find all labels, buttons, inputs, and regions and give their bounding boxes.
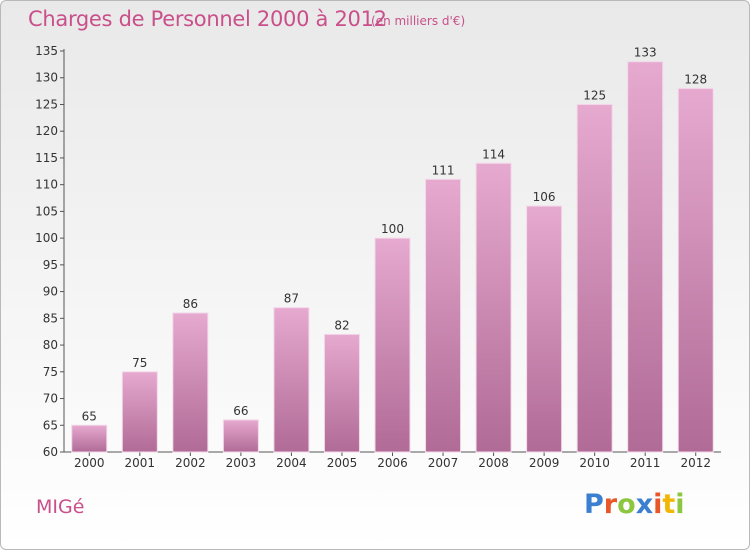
bar-2008[interactable] xyxy=(475,162,512,453)
data-label: 66 xyxy=(233,404,248,418)
y-tick-label: 60 xyxy=(43,445,58,459)
x-tick-label: 2012 xyxy=(680,456,711,470)
x-tick-label: 2001 xyxy=(125,456,156,470)
commune-name: MIGé xyxy=(36,496,85,518)
logo-letter: x xyxy=(635,489,654,520)
x-tick-label: 2011 xyxy=(630,456,661,470)
y-tick-label: 120 xyxy=(35,124,58,138)
bar-2004[interactable] xyxy=(273,307,310,453)
data-label: 86 xyxy=(183,297,198,311)
logo-letter: P xyxy=(584,489,604,520)
y-tick-label: 130 xyxy=(35,71,58,85)
logo-letter: o xyxy=(617,489,636,520)
data-label: 87 xyxy=(284,292,299,306)
chart-subtitle: (en milliers d'€) xyxy=(371,14,466,28)
logo-letter: t xyxy=(662,489,676,520)
bars: 65 75 86 66 87 82 100 111 114 106 125 133 128 xyxy=(71,46,714,453)
x-tick-label: 2003 xyxy=(226,456,257,470)
data-label: 100 xyxy=(381,222,404,236)
y-tick-label: 95 xyxy=(43,258,58,272)
data-label: 111 xyxy=(432,163,455,177)
data-label: 133 xyxy=(634,46,657,60)
x-tick-label: 2008 xyxy=(478,456,509,470)
bar-2006[interactable] xyxy=(374,237,411,453)
x-axis: 2000 2001 2002 2003 2004 2005 2006 2007 2008 2009… xyxy=(64,451,721,470)
y-tick-label: 85 xyxy=(43,311,58,325)
x-tick-label: 2004 xyxy=(276,456,307,470)
y-tick-label: 105 xyxy=(35,204,58,218)
x-tick-label: 2009 xyxy=(529,456,560,470)
bar-2003[interactable] xyxy=(222,419,259,453)
bar-2007[interactable] xyxy=(425,178,462,453)
x-tick-label: 2007 xyxy=(428,456,459,470)
y-tick-label: 65 xyxy=(43,418,58,432)
x-tick-label: 2006 xyxy=(377,456,408,470)
y-tick-label: 75 xyxy=(43,365,58,379)
x-tick-label: 2002 xyxy=(175,456,206,470)
logo-letter: i xyxy=(675,489,685,520)
bar-2002[interactable] xyxy=(172,312,209,453)
y-tick-label: 135 xyxy=(35,44,58,58)
bar-2000[interactable] xyxy=(71,424,108,453)
y-tick-label: 100 xyxy=(35,231,58,245)
y-tick-label: 115 xyxy=(35,151,58,165)
bar-2012[interactable] xyxy=(677,87,714,453)
x-tick-label: 2005 xyxy=(327,456,358,470)
data-label: 114 xyxy=(482,147,505,161)
logo-letter: r xyxy=(603,489,618,520)
data-label: 75 xyxy=(132,356,147,370)
bar-2005[interactable] xyxy=(323,333,360,453)
logo-letter: i xyxy=(653,489,663,520)
data-label: 82 xyxy=(334,318,349,332)
data-label: 125 xyxy=(583,88,606,102)
y-axis: 60 65 70 75 80 85 90 95 100 105 110 115 120 125 130 135 xyxy=(35,44,65,459)
data-label: 106 xyxy=(533,190,556,204)
y-tick-label: 110 xyxy=(35,178,58,192)
y-tick-label: 90 xyxy=(43,285,58,299)
bar-2011[interactable] xyxy=(627,61,664,453)
data-label: 128 xyxy=(684,72,707,86)
bar-2009[interactable] xyxy=(526,205,563,453)
data-label: 65 xyxy=(82,409,97,423)
bar-2001[interactable] xyxy=(121,371,158,453)
y-tick-label: 80 xyxy=(43,338,58,352)
chart-title: Charges de Personnel 2000 à 2012 xyxy=(28,7,387,31)
x-tick-label: 2000 xyxy=(74,456,105,470)
proxiti-logo[interactable]: Proxiti xyxy=(584,489,685,520)
y-tick-label: 70 xyxy=(43,392,58,406)
y-tick-label: 125 xyxy=(35,97,58,111)
x-tick-label: 2010 xyxy=(579,456,610,470)
bar-2010[interactable] xyxy=(576,103,613,453)
